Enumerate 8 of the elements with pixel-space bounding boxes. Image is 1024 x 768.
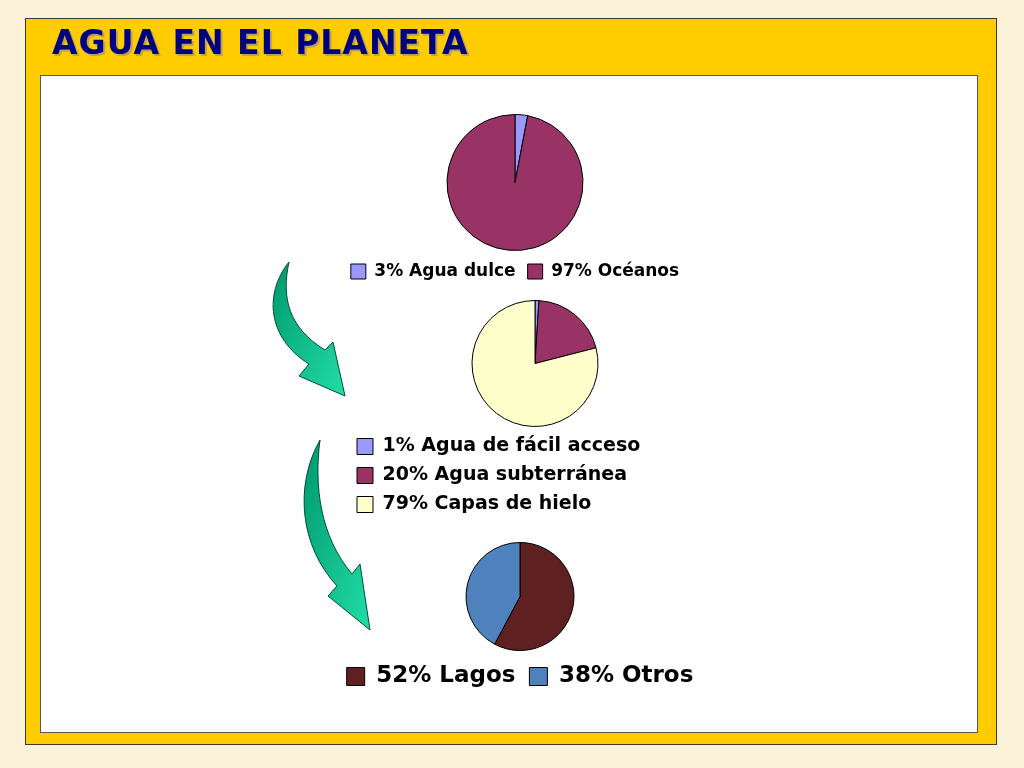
legend-label: 52% Lagos: [376, 661, 516, 688]
chart-title: AGUA EN EL PLANETA: [52, 23, 469, 62]
legend-label: 3% Agua dulce: [374, 259, 516, 280]
legend-label: 20% Agua subterránea: [382, 462, 628, 485]
legend-label: 38% Otros: [558, 661, 694, 688]
legend-label: 97% Océanos: [551, 259, 680, 280]
legend-label: 79% Capas de hielo: [382, 491, 592, 514]
legend-label: 1% Agua de fácil acceso: [382, 433, 641, 456]
